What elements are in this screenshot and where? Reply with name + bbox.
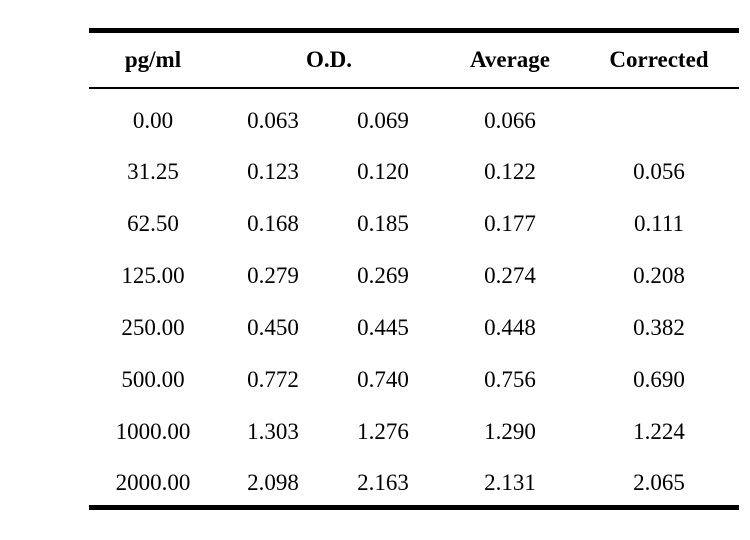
header-corrected: Corrected	[609, 47, 709, 72]
cell-corrected: 0.382	[633, 315, 685, 340]
table-body: 0.00 0.063 0.069 0.066 31.25 0.123 0.120…	[89, 89, 739, 505]
cell-od-2: 1.276	[357, 419, 409, 444]
cell-average: 0.066	[484, 108, 536, 133]
cell-concentration: 500.00	[121, 367, 185, 392]
cell-average: 1.290	[484, 419, 536, 444]
cell-corrected: 0.056	[633, 159, 685, 184]
cell-concentration: 250.00	[121, 315, 185, 340]
cell-average: 0.177	[484, 211, 536, 236]
cell-od-1: 1.303	[247, 419, 299, 444]
cell-od-1: 0.123	[247, 159, 299, 184]
cell-average: 0.448	[484, 315, 536, 340]
standard-curve-table: pg/ml O.D. Average Corrected 0.00 0.063 …	[89, 28, 739, 510]
cell-concentration: 1000.00	[115, 419, 191, 444]
cell-concentration: 31.25	[127, 159, 179, 184]
cell-od-1: 0.279	[247, 263, 299, 288]
header-concentration: pg/ml	[124, 47, 182, 72]
table-row: 2000.00 2.098 2.163 2.131 2.065	[89, 457, 739, 509]
cell-concentration: 2000.00	[115, 470, 191, 495]
cell-od-2: 0.269	[357, 263, 409, 288]
cell-concentration: 0.00	[132, 108, 174, 133]
cell-od-1: 0.450	[247, 315, 299, 340]
cell-corrected: 1.224	[633, 419, 685, 444]
table-row: 31.25 0.123 0.120 0.122 0.056	[89, 146, 739, 198]
table-row: 125.00 0.279 0.269 0.274 0.208	[89, 250, 739, 302]
cell-od-1: 0.772	[247, 367, 299, 392]
cell-corrected	[597, 95, 721, 147]
table-header-row: pg/ml O.D. Average Corrected	[89, 33, 739, 87]
cell-od-1: 2.098	[247, 470, 299, 495]
table-row: 500.00 0.772 0.740 0.756 0.690	[89, 354, 739, 406]
cell-corrected: 0.208	[633, 263, 685, 288]
cell-od-2: 0.445	[357, 315, 409, 340]
cell-od-2: 0.069	[357, 108, 409, 133]
cell-concentration: 125.00	[121, 263, 185, 288]
cell-corrected: 0.111	[633, 211, 685, 236]
table-top-rule	[89, 28, 739, 33]
cell-average: 0.122	[484, 159, 536, 184]
cell-od-2: 0.740	[357, 367, 409, 392]
table-row: 0.00 0.063 0.069 0.066	[89, 95, 739, 147]
cell-od-1: 0.168	[247, 211, 299, 236]
cell-corrected: 0.690	[633, 367, 685, 392]
table-bottom-rule	[89, 505, 739, 510]
table-row: 250.00 0.450 0.445 0.448 0.382	[89, 302, 739, 354]
header-average: Average	[469, 47, 551, 72]
cell-average: 0.756	[484, 367, 536, 392]
table-row: 62.50 0.168 0.185 0.177 0.111	[89, 198, 739, 250]
cell-od-2: 0.120	[357, 159, 409, 184]
cell-corrected: 2.065	[633, 470, 685, 495]
table-header-rule	[89, 87, 739, 89]
cell-od-1: 0.063	[247, 108, 299, 133]
cell-od-2: 2.163	[357, 470, 409, 495]
cell-average: 0.274	[484, 263, 536, 288]
table-row: 1000.00 1.303 1.276 1.290 1.224	[89, 406, 739, 458]
header-od: O.D.	[306, 47, 352, 72]
cell-od-2: 0.185	[357, 211, 409, 236]
cell-average: 2.131	[484, 470, 536, 495]
cell-concentration: 62.50	[127, 211, 179, 236]
